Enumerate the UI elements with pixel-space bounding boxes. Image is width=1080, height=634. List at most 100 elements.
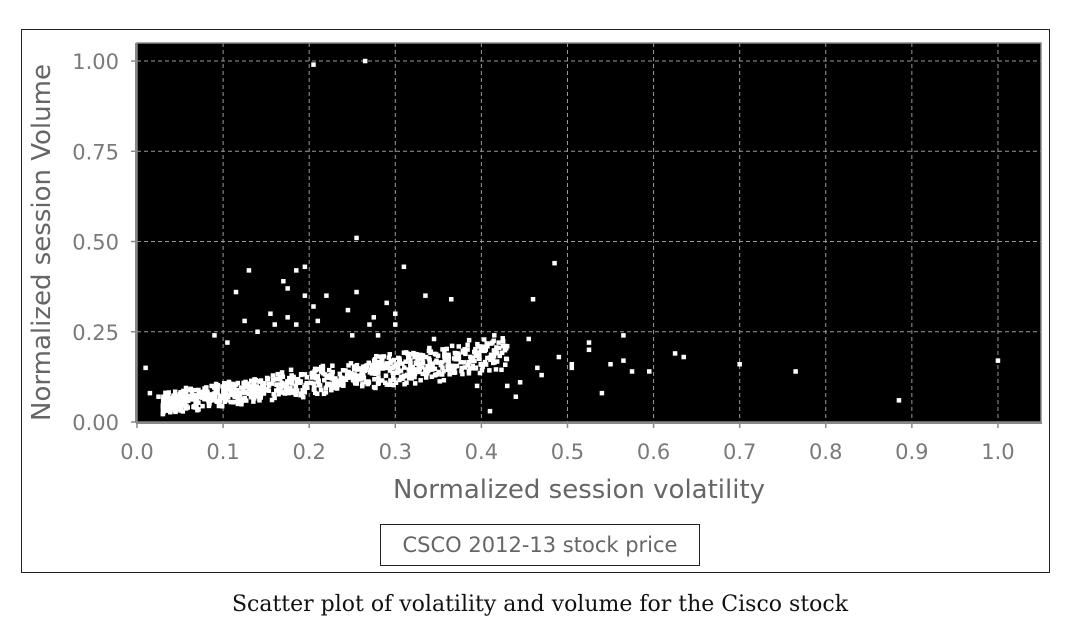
data-point xyxy=(255,385,261,390)
data-point xyxy=(367,322,372,327)
data-point xyxy=(586,340,592,345)
data-point xyxy=(258,378,264,383)
data-point xyxy=(398,368,404,373)
data-point xyxy=(288,379,293,385)
data-point xyxy=(291,388,297,393)
data-point xyxy=(517,380,523,385)
data-point xyxy=(185,387,190,393)
data-point xyxy=(143,365,148,371)
data-point xyxy=(429,374,435,379)
data-point xyxy=(478,344,484,349)
x-tick-label: 0.8 xyxy=(809,440,842,464)
data-point xyxy=(349,374,355,379)
data-point xyxy=(400,376,405,381)
data-point xyxy=(490,360,496,366)
data-point xyxy=(404,380,409,385)
data-point xyxy=(233,388,238,393)
data-point xyxy=(354,289,359,295)
data-point xyxy=(473,353,478,359)
data-point xyxy=(380,362,386,368)
data-point xyxy=(204,385,209,390)
data-point xyxy=(412,354,417,360)
data-point xyxy=(629,369,635,374)
data-point xyxy=(415,359,421,364)
data-point xyxy=(492,333,497,338)
data-point xyxy=(432,373,438,378)
data-point xyxy=(156,394,161,399)
data-point xyxy=(171,394,176,400)
data-point xyxy=(376,375,381,380)
x-tick-label: 0.4 xyxy=(465,440,498,464)
data-point xyxy=(326,373,332,379)
data-point xyxy=(478,348,483,353)
data-point xyxy=(737,361,742,367)
data-point xyxy=(415,356,420,361)
data-point xyxy=(427,345,432,351)
data-point xyxy=(435,372,440,377)
data-point xyxy=(209,383,214,389)
data-point xyxy=(260,382,265,387)
data-point xyxy=(264,387,269,393)
data-point xyxy=(793,369,798,374)
data-point xyxy=(168,409,173,415)
data-point xyxy=(500,339,506,344)
data-point xyxy=(212,385,217,390)
data-point xyxy=(424,370,430,376)
data-point xyxy=(380,366,386,371)
data-point xyxy=(473,346,478,352)
data-point xyxy=(219,404,225,409)
data-point xyxy=(499,350,505,356)
data-point xyxy=(233,382,239,387)
data-point xyxy=(504,383,510,389)
data-point xyxy=(359,371,364,377)
data-point xyxy=(185,397,190,403)
data-point xyxy=(362,368,367,374)
data-point xyxy=(269,397,275,403)
data-point xyxy=(268,311,273,316)
data-point xyxy=(251,379,257,385)
data-point xyxy=(375,381,381,386)
data-point xyxy=(185,405,190,410)
data-point xyxy=(423,368,428,374)
data-point xyxy=(251,399,256,404)
data-point xyxy=(504,343,510,349)
data-point xyxy=(323,385,329,391)
data-point xyxy=(182,399,187,405)
data-point xyxy=(230,392,235,398)
data-point xyxy=(395,361,401,367)
x-axis-title: Normalized session volatility xyxy=(393,475,765,505)
data-point xyxy=(382,380,388,386)
data-point xyxy=(330,369,335,375)
data-point xyxy=(327,382,333,388)
data-point xyxy=(232,391,237,396)
data-point xyxy=(147,390,153,396)
data-point xyxy=(302,264,308,270)
data-point xyxy=(364,363,370,368)
data-point xyxy=(310,370,316,376)
data-point xyxy=(221,381,227,386)
data-point xyxy=(451,370,457,376)
data-point xyxy=(293,385,299,390)
data-point xyxy=(454,354,459,360)
data-point xyxy=(393,380,399,386)
data-point xyxy=(172,389,178,395)
data-point xyxy=(445,367,451,373)
data-point xyxy=(353,373,358,379)
data-point xyxy=(381,354,387,359)
data-point xyxy=(201,389,206,395)
data-point xyxy=(496,345,502,351)
data-point xyxy=(236,400,242,405)
data-point xyxy=(192,387,198,393)
data-point xyxy=(195,400,201,405)
data-point xyxy=(253,391,259,397)
data-point xyxy=(393,311,398,316)
data-point xyxy=(391,375,396,380)
data-point xyxy=(256,387,262,393)
data-point xyxy=(249,394,254,400)
data-point xyxy=(161,394,166,399)
data-point xyxy=(376,370,381,375)
y-axis-ticks: 0.00 0.25 0.50 0.75 1.00 xyxy=(72,50,136,435)
data-point xyxy=(482,344,487,349)
data-point xyxy=(373,371,378,377)
figure-caption: Scatter plot of volatility and volume fo… xyxy=(231,592,849,617)
